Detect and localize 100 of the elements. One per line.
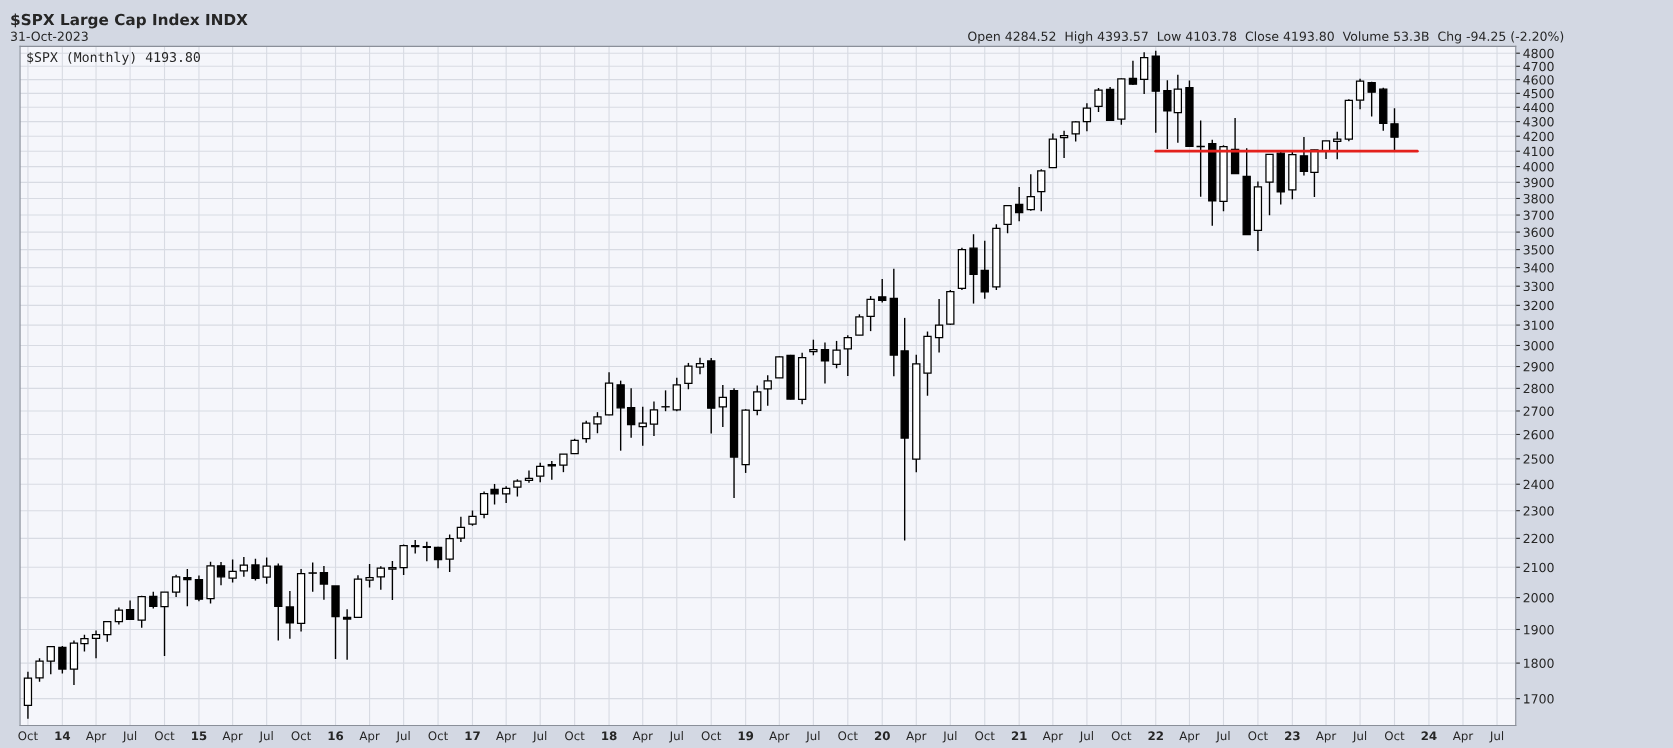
y-tick-label: 3900 — [1523, 177, 1554, 188]
candlestick — [1367, 81, 1376, 118]
y-tick-label: 3700 — [1523, 210, 1554, 220]
candlestick — [1355, 78, 1365, 110]
x-tick-label: Apr — [359, 731, 380, 743]
y-tick-label: 3200 — [1523, 300, 1554, 311]
y-tick-label: 2600 — [1523, 429, 1554, 440]
candlestick — [490, 483, 499, 506]
candlestick — [388, 560, 397, 601]
x-tick-label: Jul — [942, 731, 957, 743]
x-tick-label: Oct — [18, 731, 38, 741]
candlestick — [399, 543, 408, 576]
candlestick — [1390, 107, 1399, 152]
annotation: $SPX (Monthly) 4193.80 — [27, 51, 200, 65]
y-tick-label: 2200 — [1523, 533, 1554, 544]
x-tick-label: Apr — [85, 731, 107, 743]
x-tick-label: Jul — [669, 731, 683, 743]
candlestick — [1128, 59, 1138, 86]
x-tick-label: Apr — [1179, 731, 1200, 743]
y-tick-label: 2900 — [1523, 362, 1554, 372]
candlestick — [1196, 119, 1205, 198]
y-tick-label: 1700 — [1524, 694, 1554, 704]
x-tick-label: Oct — [565, 731, 585, 741]
candlestick — [649, 400, 659, 437]
x-tick-label: Jul — [122, 731, 137, 743]
y-tick-label: 2700 — [1523, 406, 1554, 416]
candlestick — [46, 645, 55, 675]
x-tick-label: 15 — [192, 731, 207, 741]
candlestick — [137, 595, 146, 629]
chart-title: $SPX Large Cap Index INDX — [11, 13, 248, 29]
candlestick — [536, 462, 545, 483]
x-tick-label: Oct — [154, 731, 175, 741]
candlestick — [456, 515, 466, 543]
candlestick — [763, 374, 772, 407]
y-tick-label: 4500 — [1523, 88, 1554, 99]
candlestick — [183, 568, 192, 608]
x-tick-label: 24 — [1421, 731, 1437, 741]
candlestick — [559, 453, 568, 473]
y-tick-label: 4600 — [1523, 75, 1554, 85]
candlestick — [616, 379, 625, 452]
candlestick — [1163, 79, 1172, 150]
candlestick — [171, 574, 181, 598]
y-tick-label: 4300 — [1523, 117, 1554, 127]
candlestick — [934, 298, 944, 354]
x-tick-label: Jul — [805, 731, 820, 743]
candlestick — [1333, 130, 1342, 160]
x-tick-label: Jul — [1489, 731, 1504, 743]
candlestick — [820, 341, 830, 385]
y-tick-label: 2400 — [1523, 479, 1554, 490]
candlestick — [160, 591, 169, 657]
x-tick-label: Apr — [632, 731, 653, 743]
candlestick — [1082, 102, 1092, 133]
x-tick-label: Jul — [1352, 731, 1367, 743]
candlestick — [843, 334, 852, 377]
y-tick-label: 3300 — [1523, 281, 1554, 292]
candlestick — [445, 533, 454, 573]
candlestick — [638, 406, 647, 447]
x-tick-label: Jul — [395, 731, 410, 743]
candlestick — [582, 420, 591, 444]
candlestick — [878, 278, 887, 304]
candlestick — [1173, 73, 1183, 144]
x-tick-label: Apr — [1042, 731, 1064, 743]
y-tick-label: 4800 — [1523, 48, 1554, 59]
candlestick — [593, 411, 602, 434]
candlestick — [832, 340, 841, 369]
text: Open 4284.52 High 4393.57 Low 4103.78 Close 4193.80 Volume 53.3B Chg -94.25 (-2.20%) — [968, 31, 1564, 44]
candlestick — [1014, 186, 1024, 222]
candlestick — [1003, 204, 1012, 234]
candlestick — [479, 490, 489, 519]
candlestick — [91, 629, 101, 659]
y-tick-label: 2100 — [1523, 562, 1554, 573]
y-tick-label: 1900 — [1524, 624, 1554, 635]
x-tick-label: 20 — [874, 731, 890, 741]
x-tick-label: Oct — [838, 731, 858, 741]
x-tick-label: Jul — [532, 731, 547, 743]
candlestick — [228, 558, 237, 584]
y-tick-label: 2300 — [1523, 506, 1554, 516]
candlestick — [753, 384, 762, 417]
candlestick — [103, 620, 112, 643]
candlestick — [319, 565, 329, 601]
y-tick-label: 2500 — [1523, 454, 1554, 464]
candlestick — [855, 313, 864, 336]
y-tick-label: 4700 — [1523, 61, 1554, 72]
x-tick-label: Oct — [975, 731, 995, 741]
candlestick — [1299, 136, 1309, 177]
x-tick-label: Oct — [1111, 731, 1132, 741]
x-tick-label: 19 — [738, 731, 754, 741]
x-tick-label: 23 — [1285, 731, 1300, 741]
candlestick — [216, 561, 226, 586]
y-tick-label: 3000 — [1523, 340, 1554, 351]
x-tick-label: 18 — [602, 731, 617, 741]
candlestick — [251, 558, 260, 582]
y-tick-label: 3800 — [1523, 193, 1554, 204]
y-tick-label: 3100 — [1523, 320, 1554, 330]
x-tick-label: Jul — [258, 731, 273, 743]
x-tick-label: 16 — [328, 731, 344, 741]
candlestick — [376, 565, 385, 591]
candlestick — [194, 574, 204, 603]
x-tick-label: Oct — [1384, 731, 1405, 741]
candlestick — [342, 608, 352, 661]
